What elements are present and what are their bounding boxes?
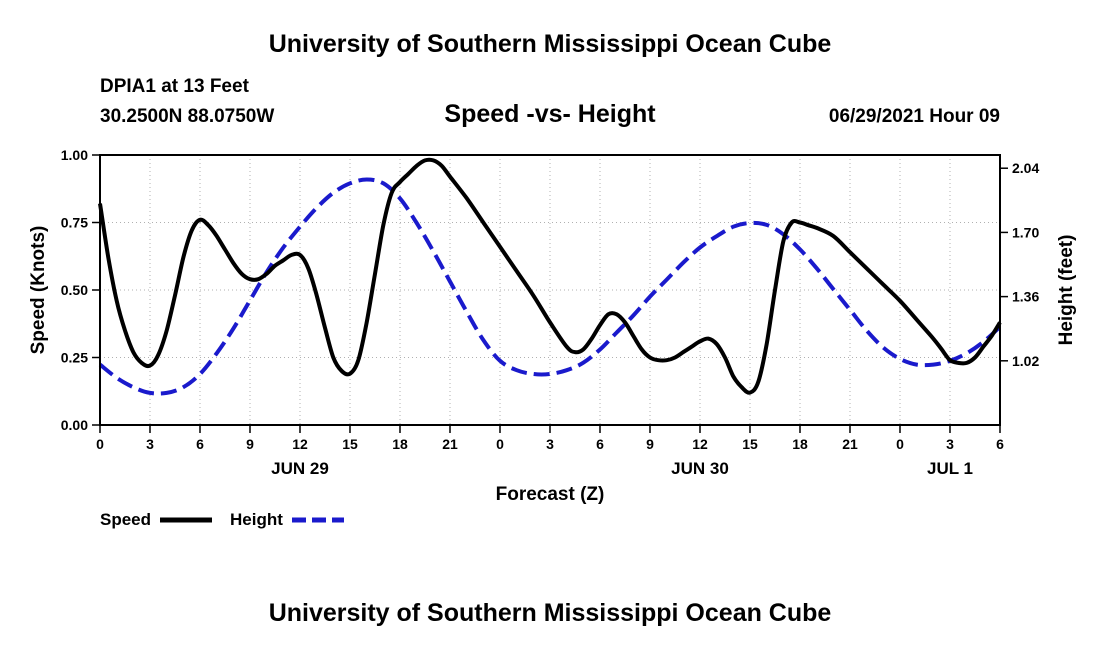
- y-axis-label-left: Speed (Knots): [28, 226, 49, 355]
- x-tick-label: 0: [496, 436, 504, 452]
- y-tick-label-right: 1.36: [1012, 289, 1039, 305]
- date-label: JUN 29: [271, 459, 329, 478]
- series-line-speed: [98, 157, 1002, 395]
- axes: 0 3 6 9 12 15 18 21 0 3 6 9 12 15 18 21 0 3 6 JUN 29 JUN 30 J…: [61, 147, 1040, 478]
- chart-title: Speed -vs- Height: [444, 100, 656, 128]
- x-tick-label: 0: [96, 436, 104, 452]
- y-axis-label-right: Height (feet): [1056, 235, 1077, 346]
- y-tick-label-left: 0.50: [61, 282, 88, 298]
- x-tick-label: 15: [742, 436, 758, 452]
- x-tick-label: 12: [692, 436, 708, 452]
- top-title: University of Southern Mississippi Ocean…: [268, 30, 832, 58]
- y-tick-label-right: 1.02: [1012, 353, 1039, 369]
- x-tick-label: 21: [442, 436, 458, 452]
- x-tick-label: 18: [392, 436, 408, 452]
- x-tick-label: 9: [246, 436, 254, 452]
- x-tick-label: 12: [292, 436, 308, 452]
- station-label: DPIA1 at 13 Feet: [100, 76, 249, 97]
- x-tick-label: 3: [146, 436, 154, 452]
- x-tick-label: 15: [342, 436, 358, 452]
- y-tick-label-right: 2.04: [1012, 160, 1039, 176]
- legend: Speed Height: [100, 510, 344, 529]
- x-tick-label: 18: [792, 436, 808, 452]
- date-label: JUL 1: [927, 459, 973, 478]
- y-tick-label-right: 1.70: [1012, 224, 1039, 240]
- x-tick-label: 6: [196, 436, 204, 452]
- y-tick-label-left: 1.00: [61, 147, 88, 163]
- x-tick-label: 9: [646, 436, 654, 452]
- legend-label-speed: Speed: [100, 510, 151, 529]
- x-tick-label: 0: [896, 436, 904, 452]
- x-tick-label: 6: [996, 436, 1004, 452]
- y-tick-label-left: 0.00: [61, 417, 88, 433]
- grid: [100, 155, 1000, 425]
- date-label: JUN 30: [671, 459, 729, 478]
- x-tick-label: 3: [946, 436, 954, 452]
- bottom-title: University of Southern Mississippi Ocean…: [268, 599, 832, 627]
- x-tick-label: 6: [596, 436, 604, 452]
- y-tick-label-left: 0.25: [61, 350, 88, 366]
- forecast-datetime: 06/29/2021 Hour 09: [828, 106, 1000, 127]
- y-tick-label-left: 0.75: [61, 215, 88, 231]
- coordinates-label: 30.2500N 88.0750W: [100, 106, 275, 127]
- series-layer: [98, 157, 1002, 396]
- legend-label-height: Height: [230, 510, 283, 529]
- x-tick-label: 3: [546, 436, 554, 452]
- x-axis-label: Forecast (Z): [496, 484, 605, 505]
- x-tick-label: 21: [842, 436, 858, 452]
